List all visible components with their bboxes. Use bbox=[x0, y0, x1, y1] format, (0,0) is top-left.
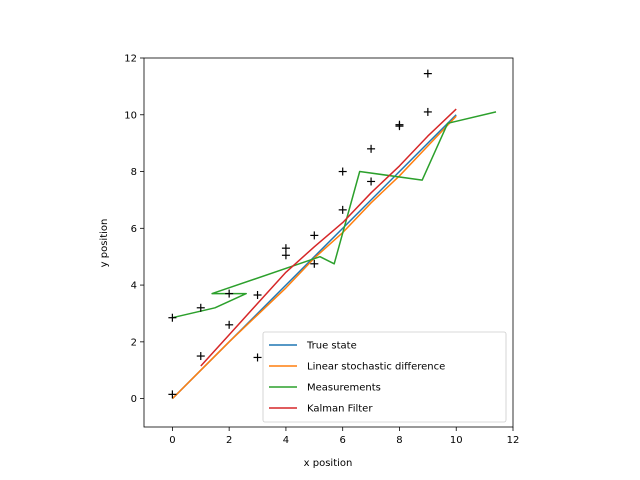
measurement-marker bbox=[168, 313, 177, 322]
measurement-marker bbox=[423, 107, 432, 116]
measurement-marker bbox=[196, 303, 205, 312]
measurement-marker bbox=[253, 353, 262, 362]
x-tick-label: 6 bbox=[340, 435, 346, 446]
y-tick-label: 0 bbox=[131, 394, 137, 405]
x-tick-label: 4 bbox=[283, 435, 289, 446]
legend-label: Kalman Filter bbox=[307, 404, 373, 415]
y-tick-label: 10 bbox=[124, 110, 137, 121]
measurement-marker bbox=[367, 144, 376, 153]
measurement-marker bbox=[196, 352, 205, 361]
measurement-marker bbox=[253, 291, 262, 300]
axes: 0 2 4 6 8 10 12 0 2 4 6 8 10 12 bbox=[124, 54, 519, 447]
measurement-marker bbox=[310, 259, 319, 268]
axes-frame bbox=[143, 57, 514, 428]
measurement-marker bbox=[423, 69, 432, 78]
measurement-marker bbox=[225, 289, 234, 298]
x-tick-label: 10 bbox=[450, 435, 463, 446]
legend-label: Measurements bbox=[307, 383, 381, 394]
measurement-marker bbox=[367, 177, 376, 186]
measurement-marker bbox=[281, 244, 290, 253]
plot-area bbox=[168, 69, 497, 400]
y-tick-label: 6 bbox=[131, 224, 137, 235]
x-axis-label: x position bbox=[304, 458, 353, 469]
y-tick-label: 2 bbox=[131, 337, 137, 348]
x-tick-label: 0 bbox=[169, 435, 175, 446]
y-tick-label: 12 bbox=[124, 54, 137, 65]
legend: True state Linear stochastic difference Me… bbox=[262, 331, 507, 423]
series-line-2 bbox=[172, 111, 497, 319]
y-tick-label: 4 bbox=[131, 281, 137, 292]
y-axis-label: y position bbox=[99, 219, 110, 268]
x-tick-label: 8 bbox=[396, 435, 402, 446]
measurement-marker bbox=[395, 120, 404, 129]
legend-label: Linear stochastic difference bbox=[307, 362, 445, 373]
measurement-marker bbox=[225, 320, 234, 329]
legend-box bbox=[262, 331, 507, 423]
y-tick-label: 8 bbox=[131, 167, 137, 178]
series-line-3 bbox=[200, 108, 457, 367]
measurement-marker bbox=[281, 251, 290, 260]
measurement-marker bbox=[310, 231, 319, 240]
measurement-marker bbox=[168, 390, 177, 399]
measurement-marker bbox=[338, 205, 347, 214]
x-tick-label: 12 bbox=[507, 435, 520, 446]
measurement-marker bbox=[338, 167, 347, 176]
x-tick-label: 2 bbox=[226, 435, 232, 446]
legend-label: True state bbox=[306, 341, 357, 352]
